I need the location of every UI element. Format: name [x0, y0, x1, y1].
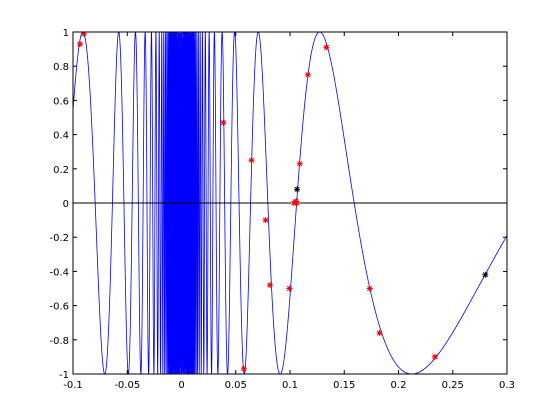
data-point-marker: [296, 160, 303, 167]
data-point-marker: [220, 119, 227, 126]
series-layer: [73, 32, 507, 374]
y-tick-label: -0.6: [49, 302, 69, 313]
x-axis-ticks: -0.1 -0.05 0 0.05 0.1 0.15 0.2 0.25 0.3: [63, 32, 515, 391]
y-tick-label: -1: [59, 370, 69, 381]
x-tick-label: -0.05: [114, 380, 140, 391]
y-tick-label: -0.2: [49, 233, 69, 244]
y-tick-label: 1: [63, 28, 69, 39]
data-point-marker: [366, 285, 373, 292]
y-tick-label: 0.6: [53, 96, 69, 107]
y-tick-label: 0.4: [53, 131, 69, 142]
data-point-marker: [240, 365, 247, 372]
x-tick-label: 0.15: [333, 380, 355, 391]
x-tick-label: 0.1: [282, 380, 298, 391]
x-tick-label: 0.3: [499, 380, 515, 391]
data-point-marker: [294, 186, 301, 193]
y-tick-label: -0.4: [49, 267, 69, 278]
x-tick-label: -0.1: [63, 380, 83, 391]
data-point-marker: [482, 271, 489, 278]
x-tick-label: 0.2: [391, 380, 407, 391]
series-curve: [73, 32, 507, 374]
data-point-marker: [304, 71, 311, 78]
data-point-marker: [248, 157, 255, 164]
x-tick-label: 0: [178, 380, 184, 391]
y-tick-label: -0.8: [49, 336, 69, 347]
data-point-marker: [286, 285, 293, 292]
data-point-marker: [77, 40, 84, 47]
data-point-marker: [262, 217, 269, 224]
y-tick-label: 0.2: [53, 165, 69, 176]
x-tick-label: 0.25: [442, 380, 464, 391]
axes-border: [72, 31, 508, 375]
data-point-marker: [431, 353, 438, 360]
x-tick-label: 0.05: [225, 380, 247, 391]
data-point-marker: [376, 329, 383, 336]
y-tick-label: 0.8: [53, 62, 69, 73]
y-tick-label: 0: [63, 199, 69, 210]
data-point-marker: [323, 44, 330, 51]
data-point-marker: [294, 200, 301, 206]
data-point-marker: [266, 282, 273, 289]
